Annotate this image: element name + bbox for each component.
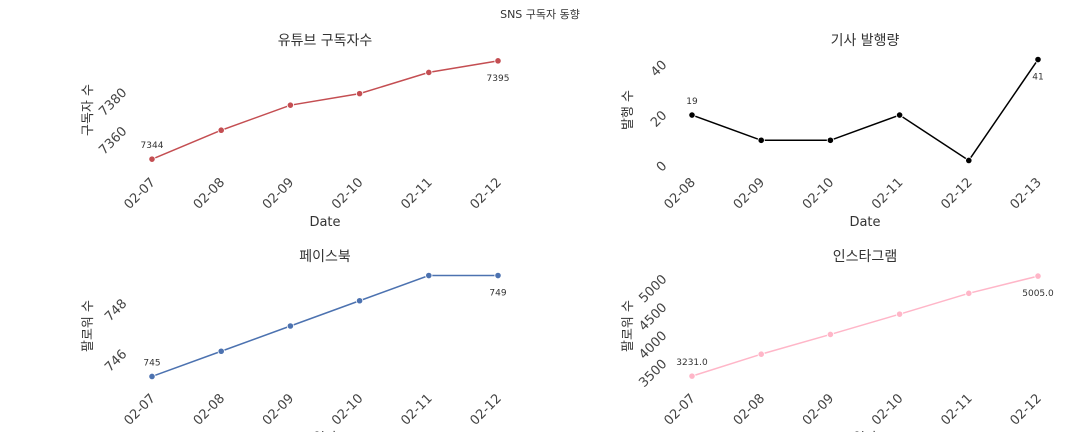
y-axis-label: 팔로워 수 [81, 300, 96, 352]
x-tick-label: 02-10 [869, 391, 906, 428]
data-point [494, 271, 502, 280]
data-point [148, 155, 156, 163]
data-point [355, 90, 364, 98]
x-tick-label: 02-12 [938, 175, 975, 212]
data-point [895, 310, 904, 318]
data-point [494, 57, 502, 65]
y-tick-label: 746 [102, 347, 130, 375]
x-tick-label: 02-08 [662, 175, 699, 212]
x-tick-label: 02-11 [938, 391, 975, 428]
y-tick-label: 0 [654, 159, 670, 175]
data-label: 745 [143, 358, 160, 368]
y-tick-label: 748 [102, 297, 130, 325]
data-point [425, 271, 433, 280]
x-axis-label: Date [849, 215, 880, 230]
data-point [688, 111, 696, 119]
y-tick-label: 4500 [636, 300, 670, 334]
data-point [217, 126, 225, 134]
data-point [757, 136, 765, 144]
x-tick-label: 02-12 [468, 391, 505, 428]
y-tick-label: 3500 [636, 357, 670, 391]
x-tick-label: 02-08 [191, 175, 228, 212]
data-point [688, 372, 696, 380]
y-tick-label: 40 [648, 58, 670, 80]
x-axis-label: Date [309, 215, 340, 230]
x-tick-label: 02-08 [731, 391, 768, 428]
data-label: 19 [686, 97, 698, 107]
facebook-followers-chart: 페이스북 746 748 팔로워 수 02-07 02-08 02-09 02-10 02-11… [81, 249, 507, 432]
x-tick-label: 02-11 [398, 391, 435, 428]
data-label: 749 [489, 289, 506, 299]
y-tick-label: 5000 [636, 272, 670, 306]
data-point [965, 156, 973, 165]
x-tick-label: 02-08 [191, 391, 228, 428]
y-tick-label: 4000 [636, 329, 670, 363]
data-label: 5005.0 [1022, 289, 1054, 299]
x-tick-label: 02-12 [1008, 391, 1045, 428]
article-publish-chart: 기사 발행량 0 20 40 발행 수 02-08 02-09 02-10 02-11 02-12… [620, 33, 1045, 230]
data-label: 3231.0 [676, 358, 708, 368]
data-point [425, 68, 433, 77]
data-point [1034, 55, 1042, 64]
x-tick-label: 02-12 [468, 175, 505, 212]
x-tick-label: 02-09 [260, 175, 297, 212]
figure-title: SNS 구독자 동향 [500, 8, 580, 21]
data-point [355, 297, 364, 305]
series-line [151, 60, 499, 160]
panel-title: 페이스북 [299, 249, 351, 265]
x-tick-label: 02-07 [122, 391, 159, 428]
x-tick-label: 02-09 [800, 391, 837, 428]
data-point [965, 289, 973, 297]
x-tick-label: 02-10 [329, 391, 366, 428]
x-tick-label: 02-10 [329, 175, 366, 212]
y-axis-label: 팔로워 수 [621, 300, 636, 352]
series-line [691, 275, 1039, 377]
data-point [1034, 272, 1042, 280]
x-tick-label: 02-07 [662, 391, 699, 428]
data-point [826, 136, 834, 144]
series-line [151, 274, 498, 378]
data-point [217, 347, 225, 355]
panel-title: 인스타그램 [833, 249, 897, 265]
x-tick-label: 02-07 [122, 175, 159, 212]
x-tick-label: 02-10 [800, 175, 837, 212]
x-tick-label: 02-11 [869, 175, 906, 212]
panel-title: 유튜브 구독자수 [278, 33, 373, 49]
data-point [286, 322, 294, 330]
data-label: 7395 [487, 74, 510, 84]
y-tick-label: 7380 [96, 86, 130, 120]
x-tick-label: 02-09 [731, 175, 768, 212]
x-tick-label: 02-11 [398, 175, 435, 212]
x-tick-label: 02-09 [260, 391, 297, 428]
data-label: 41 [1032, 73, 1043, 83]
series-line [691, 59, 1039, 162]
y-tick-label: 7360 [96, 124, 130, 158]
data-point [286, 101, 294, 109]
y-axis-label: 구독자 수 [81, 84, 96, 136]
x-tick-label: 02-13 [1008, 175, 1045, 212]
data-point [895, 111, 904, 119]
panel-title: 기사 발행량 [831, 33, 900, 49]
data-point [757, 350, 765, 358]
data-label: 7344 [141, 141, 164, 151]
data-point [826, 330, 834, 339]
y-axis-label: 발행 수 [620, 90, 636, 130]
y-tick-label: 20 [648, 108, 670, 130]
data-point [148, 372, 156, 381]
